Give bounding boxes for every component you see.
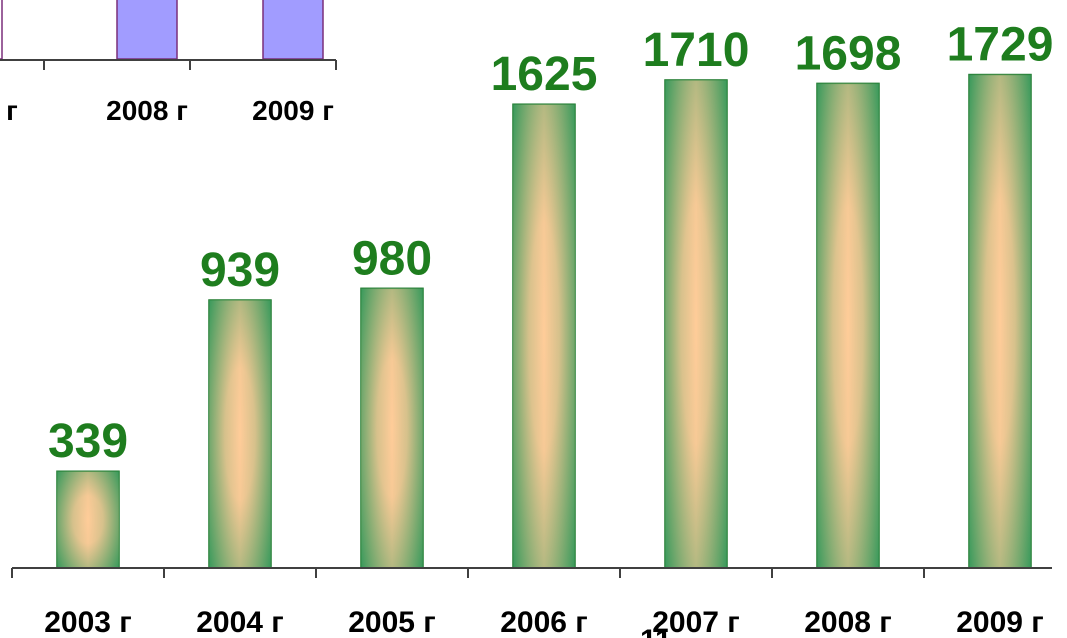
annotation-text: 11 [640, 624, 672, 638]
bar-value-label: 980 [352, 232, 432, 285]
x-tick-label: 2003 г [44, 606, 132, 638]
bar [664, 79, 728, 569]
main-bar-chart: 339 939 980 1625 1710 1698 1729 2003 г 2004 г 20… [11, 19, 1054, 638]
x-tick-label: 2006 г [500, 606, 588, 638]
x-tick-label: 2005 г [348, 606, 436, 638]
bar-value-label: 1625 [491, 48, 598, 101]
x-tick-label: 2008 г [804, 606, 892, 638]
x-tick-label: 2007 г [652, 606, 740, 638]
bar [512, 103, 576, 569]
bar [968, 73, 1032, 569]
inset-bar [116, 0, 178, 60]
bar-value-label: 939 [200, 244, 280, 297]
inset-x-tick-label: г [6, 95, 18, 126]
bar [56, 470, 120, 569]
bar [816, 82, 880, 569]
inset-bar [0, 0, 3, 60]
inset-bar [262, 0, 324, 60]
bar-value-label: 1710 [643, 24, 750, 77]
bar-value-label: 1729 [947, 19, 1054, 72]
bar [360, 287, 424, 569]
bar-value-label: 339 [48, 415, 128, 468]
x-tick-label: 2004 г [196, 606, 284, 638]
inset-bar-chart: г 2008 г 2009 г [0, 0, 337, 126]
inset-x-tick-label: 2008 г [106, 95, 188, 126]
bar-value-label: 1698 [795, 27, 902, 80]
inset-x-tick-label: 2009 г [252, 95, 334, 126]
bar [208, 299, 272, 569]
x-tick-label: 2009 г [956, 606, 1044, 638]
